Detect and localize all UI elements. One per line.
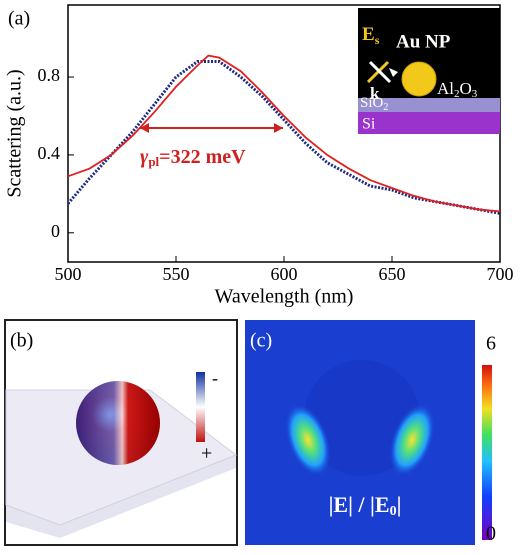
- subscript: pl: [148, 154, 159, 169]
- y-tick-label: 0.8: [38, 65, 61, 85]
- x-tick-label: 500: [55, 264, 82, 284]
- y-tick-label: 0.4: [38, 143, 61, 163]
- x-tick-label: 650: [379, 264, 406, 284]
- x-axis-label: Wavelength (nm): [215, 286, 354, 308]
- y-tick-label: 0: [51, 221, 60, 241]
- inset: Es Au NP k Al2O3 SiO2 Si: [358, 8, 500, 134]
- substrate-label: Si: [362, 116, 376, 133]
- plus: +: [201, 443, 212, 465]
- x-tick-label: 550: [163, 264, 190, 284]
- panel-label: (a): [8, 8, 30, 30]
- panel-c: (c) 6 0 |E| / |E0|: [245, 320, 496, 545]
- field-label: Es: [362, 24, 380, 46]
- plot-a: 500 550 600 650 700 0 0.4 0.8 Wavelength (nm) Sca…: [4, 4, 514, 308]
- particle-label: Au NP: [396, 31, 451, 52]
- cbar-max: 6: [486, 333, 496, 355]
- x-tick-label: 600: [271, 264, 298, 284]
- panel-label: (b): [10, 330, 33, 352]
- panel-b: (b) - +: [4, 319, 238, 546]
- wave-label: k: [370, 84, 380, 103]
- minus: -: [212, 368, 218, 388]
- y-axis-label: Scattering (a.u.): [4, 69, 26, 197]
- x-tick-label: 700: [487, 264, 514, 284]
- value: =322 meV: [159, 146, 246, 168]
- cbar-min: 0: [486, 523, 496, 545]
- shell-label: Al2O3: [437, 79, 478, 100]
- series-line: [66, 59, 501, 215]
- oxide-label: SiO2: [360, 95, 388, 113]
- gamma: γ: [140, 146, 149, 168]
- field-ratio: |E| / |E0|: [329, 492, 402, 519]
- series-line: [67, 54, 501, 213]
- fwhm-label: γpl=322 meV: [140, 146, 246, 169]
- panel-label: (c): [250, 330, 272, 352]
